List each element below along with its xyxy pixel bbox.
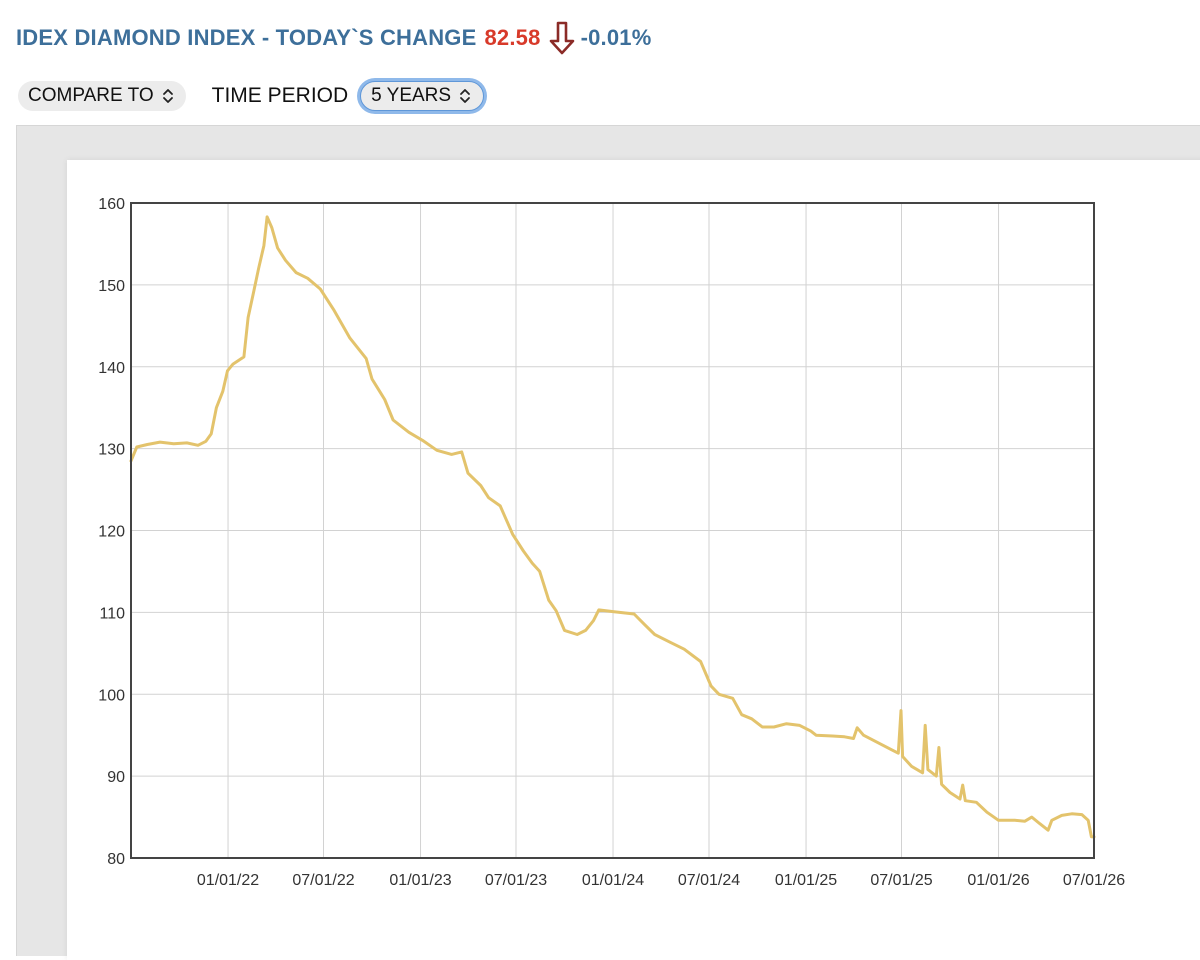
up-down-chevron-icon (162, 88, 174, 104)
x-tick-label: 07/01/23 (485, 872, 547, 889)
y-tick-label: 90 (107, 769, 125, 786)
y-tick-label: 80 (107, 851, 125, 868)
index-series-line (129, 215, 1096, 839)
x-tick-label: 01/01/25 (775, 872, 837, 889)
x-tick-label: 07/01/26 (1063, 872, 1125, 889)
index-title: IDEX DIAMOND INDEX - TODAY`S CHANGE (16, 25, 477, 50)
up-down-chevron-icon (459, 88, 471, 104)
x-tick-label: 01/01/24 (582, 872, 644, 889)
chart-controls: COMPARE TO TIME PERIOD 5 YEARS (18, 76, 485, 116)
compare-to-select[interactable]: COMPARE TO (18, 81, 186, 111)
time-period-value: 5 YEARS (371, 85, 452, 106)
page-header: IDEX DIAMOND INDEX - TODAY`S CHANGE 82.5… (16, 21, 652, 55)
down-arrow-icon (549, 21, 575, 55)
x-tick-label: 07/01/25 (870, 872, 932, 889)
x-tick-label: 07/01/22 (292, 872, 354, 889)
change-percent: -0.01% (580, 25, 652, 50)
y-tick-label: 120 (98, 524, 125, 541)
compare-to-label: COMPARE TO (28, 85, 154, 106)
current-value: 82.58 (484, 25, 541, 50)
y-tick-label: 150 (98, 278, 125, 295)
x-tick-label: 01/01/23 (389, 872, 451, 889)
x-axis-ticks: 01/01/22 07/01/22 01/01/23 07/01/23 01/01/24… (197, 872, 1125, 889)
y-tick-label: 160 (98, 196, 125, 213)
time-period-label: TIME PERIOD (211, 84, 349, 107)
plot-frame (130, 202, 1095, 859)
x-tick-label: 07/01/24 (678, 872, 740, 889)
y-tick-label: 110 (99, 605, 125, 622)
y-tick-label: 100 (98, 687, 125, 704)
time-period-select[interactable]: 5 YEARS (360, 81, 485, 111)
y-tick-label: 140 (98, 360, 125, 377)
y-axis-ticks: 80 90 100 110 120 130 140 150 160 (98, 196, 125, 868)
chart-grid (131, 202, 1095, 859)
x-tick-label: 01/01/26 (967, 872, 1029, 889)
y-tick-label: 130 (98, 442, 125, 459)
x-tick-label: 01/01/22 (197, 872, 259, 889)
